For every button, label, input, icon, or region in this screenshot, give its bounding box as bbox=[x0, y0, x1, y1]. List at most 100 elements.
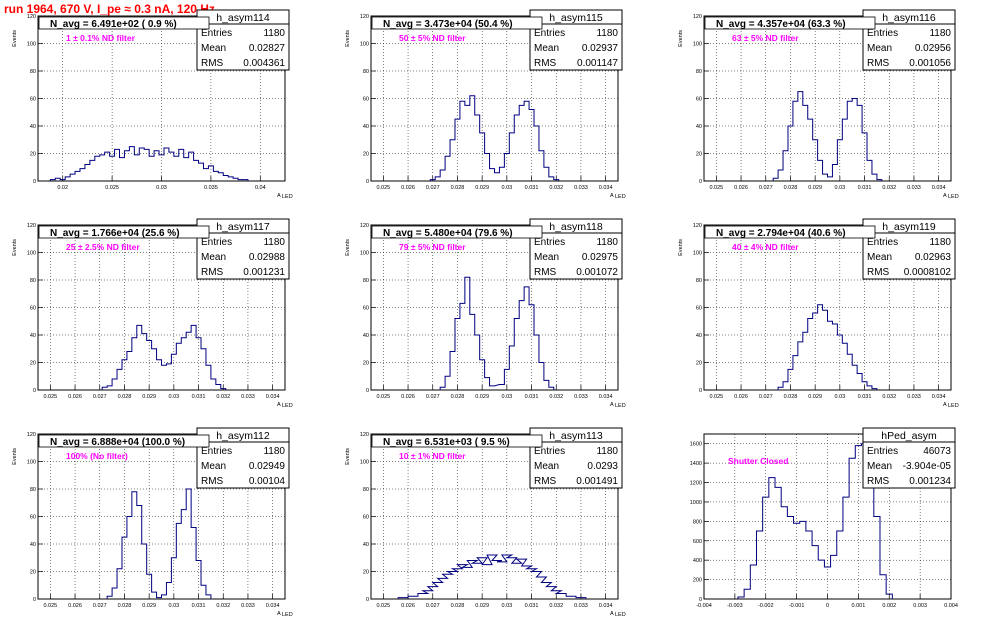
histogram-bin bbox=[95, 156, 100, 181]
stats-label-rms: RMS bbox=[867, 58, 890, 69]
x-tick-label: 0.026 bbox=[734, 185, 748, 191]
stats-label-mean: Mean bbox=[534, 461, 559, 472]
histogram-bin bbox=[475, 115, 480, 181]
histogram-bin bbox=[164, 148, 169, 181]
histogram-bin bbox=[211, 379, 216, 390]
x-axis-subscript: LED bbox=[948, 194, 959, 200]
histogram-bin bbox=[793, 101, 798, 181]
x-tick-label: 0.034 bbox=[266, 603, 280, 609]
y-tick-label: 60 bbox=[30, 515, 36, 521]
x-tick-label: 0.02 bbox=[57, 185, 68, 191]
y-tick-label: 20 bbox=[30, 152, 36, 158]
y-tick-label: 80 bbox=[363, 487, 369, 493]
histogram-bin bbox=[112, 588, 117, 599]
stats-label-mean: Mean bbox=[534, 252, 559, 263]
histogram-bin bbox=[90, 160, 95, 181]
y-axis-title: Events bbox=[678, 30, 684, 47]
y-tick-label: 100 bbox=[27, 251, 36, 257]
histogram-bin bbox=[445, 376, 450, 390]
x-axis-subscript: LED bbox=[948, 403, 959, 409]
x-tick-label: 0.028 bbox=[118, 603, 132, 609]
stats-label-entries: Entries bbox=[867, 446, 898, 457]
y-tick-label: 20 bbox=[30, 570, 36, 576]
histogram-bin bbox=[872, 174, 877, 181]
histogram-bin bbox=[818, 305, 823, 390]
histogram-bin bbox=[783, 382, 788, 390]
y-tick-label: 0 bbox=[366, 597, 369, 603]
histogram-bin bbox=[179, 149, 184, 181]
x-tick-label: 0.026 bbox=[401, 185, 415, 191]
histogram-bin bbox=[467, 561, 477, 600]
histogram-bin bbox=[162, 365, 167, 390]
y-tick-label: 120 bbox=[360, 223, 369, 229]
y-tick-label: 100 bbox=[360, 251, 369, 257]
stats-label-entries: Entries bbox=[201, 28, 232, 39]
histogram-bin bbox=[181, 338, 186, 390]
histogram-bin bbox=[435, 177, 440, 181]
x-tick-label: 0.034 bbox=[266, 394, 280, 400]
histogram-bin bbox=[544, 380, 549, 390]
y-tick-label: 800 bbox=[693, 519, 702, 525]
histogram-bin bbox=[837, 531, 843, 599]
histogram-bin bbox=[497, 562, 507, 599]
x-tick-label: 0.033 bbox=[241, 394, 255, 400]
histogram-line bbox=[772, 91, 883, 181]
histogram-bin bbox=[465, 277, 470, 390]
histogram-bin bbox=[522, 566, 532, 599]
stats-value-rms: 0.004361 bbox=[243, 58, 285, 69]
histogram-bin bbox=[541, 583, 551, 600]
histogram-bin bbox=[147, 341, 152, 391]
histogram-line bbox=[777, 304, 878, 390]
histogram-bin bbox=[455, 119, 460, 181]
x-tick-label: 0.025 bbox=[105, 185, 119, 191]
histogram-bin bbox=[519, 301, 524, 390]
y-tick-label: 60 bbox=[30, 306, 36, 312]
histogram-bin bbox=[470, 96, 475, 181]
histogram-bin bbox=[781, 507, 787, 599]
y-tick-label: 80 bbox=[30, 278, 36, 284]
histogram-bin bbox=[828, 177, 833, 181]
x-tick-label: 0.031 bbox=[192, 394, 206, 400]
y-tick-label: 100 bbox=[693, 42, 702, 48]
x-tick-label: 0.029 bbox=[808, 185, 822, 191]
navg-box bbox=[38, 225, 210, 239]
x-tick-label: 0.04 bbox=[255, 185, 266, 191]
y-tick-label: 80 bbox=[30, 69, 36, 75]
histogram-bin bbox=[756, 531, 762, 599]
y-axis-title: Events bbox=[345, 30, 351, 47]
x-axis-subscript: LED bbox=[615, 612, 626, 618]
stats-label-entries: Entries bbox=[534, 237, 565, 248]
histogram-bin bbox=[438, 578, 448, 599]
x-tick-label: 0.002 bbox=[882, 603, 896, 609]
histogram-bin bbox=[798, 342, 803, 390]
navg-box bbox=[704, 225, 876, 239]
stats-box bbox=[529, 218, 623, 280]
y-tick-label: 80 bbox=[363, 278, 369, 284]
histogram-bin bbox=[127, 352, 132, 391]
histogram-bin bbox=[154, 151, 159, 181]
x-tick-label: 0.035 bbox=[204, 185, 218, 191]
histogram-bin bbox=[499, 385, 504, 391]
histogram-bin bbox=[144, 149, 149, 181]
histogram-bin bbox=[166, 364, 171, 390]
histogram-bin bbox=[783, 151, 788, 181]
histogram-bin bbox=[857, 105, 862, 181]
histogram-bin bbox=[418, 594, 428, 600]
x-tick-label: 0.03 bbox=[834, 394, 845, 400]
y-tick-label: 40 bbox=[696, 124, 702, 130]
x-tick-label: 0.032 bbox=[549, 185, 563, 191]
histogram-bin bbox=[216, 385, 221, 391]
histogram-panel-h_asym115: 0 20 40 60 80 100 120 0.025 0.026 0.027 0.028 0.029… bbox=[345, 9, 626, 200]
x-tick-label: 0.003 bbox=[913, 603, 927, 609]
y-tick-label: 40 bbox=[30, 542, 36, 548]
histogram-bin bbox=[823, 310, 828, 390]
histogram-bin bbox=[487, 555, 497, 599]
x-tick-label: 0.031 bbox=[525, 185, 539, 191]
histogram-bin bbox=[556, 594, 566, 600]
histogram-bin bbox=[485, 378, 490, 390]
x-tick-label: 0.032 bbox=[549, 394, 563, 400]
stats-histogram-name: h_asym112 bbox=[216, 430, 270, 442]
stats-value-rms: 0.001056 bbox=[909, 58, 951, 69]
stats-label-rms: RMS bbox=[534, 267, 557, 278]
histogram-bin bbox=[75, 171, 80, 181]
